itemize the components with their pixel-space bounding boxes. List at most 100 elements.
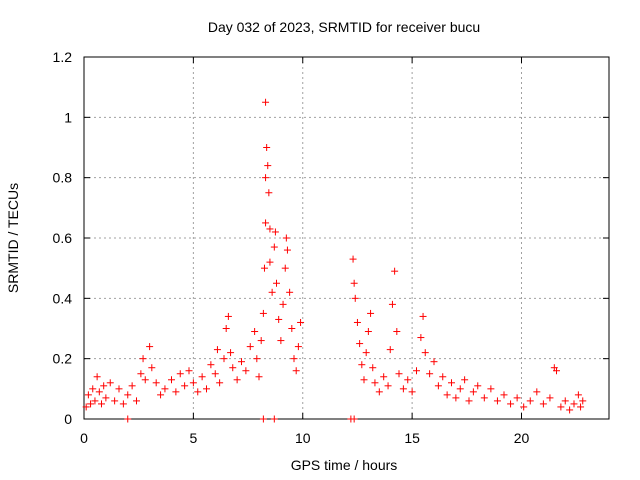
data-point bbox=[268, 288, 276, 296]
data-point bbox=[152, 379, 160, 387]
data-point bbox=[421, 349, 429, 357]
data-point bbox=[259, 309, 267, 317]
data-point bbox=[233, 376, 241, 384]
data-point bbox=[133, 397, 140, 405]
data-point bbox=[417, 334, 425, 342]
data-point bbox=[358, 361, 366, 369]
data-point bbox=[270, 415, 278, 423]
y-tick-label: 0.2 bbox=[53, 351, 73, 367]
data-point bbox=[124, 415, 132, 423]
data-point bbox=[253, 355, 261, 363]
x-axis-label: GPS time / hours bbox=[291, 457, 398, 473]
data-point bbox=[176, 370, 184, 378]
data-point bbox=[452, 394, 460, 402]
x-tick-label: 0 bbox=[80, 430, 88, 446]
data-point bbox=[493, 397, 501, 405]
data-point bbox=[349, 255, 357, 263]
data-point bbox=[242, 367, 250, 375]
data-point bbox=[265, 189, 273, 197]
data-point bbox=[520, 403, 528, 411]
data-point bbox=[456, 385, 464, 393]
data-point bbox=[281, 264, 289, 272]
data-point bbox=[443, 391, 451, 399]
data-point bbox=[557, 403, 565, 411]
data-point bbox=[533, 388, 541, 396]
data-point bbox=[539, 400, 547, 408]
data-point bbox=[288, 325, 296, 332]
axis-ticks: 0 0.2 0.4 0.6 0.8 1 1.2 0 5 10 15 20 bbox=[53, 49, 609, 446]
data-point bbox=[194, 388, 202, 396]
data-point bbox=[375, 388, 383, 396]
data-point bbox=[211, 370, 219, 378]
data-point bbox=[161, 385, 169, 393]
data-point bbox=[141, 376, 149, 384]
data-point bbox=[290, 355, 298, 363]
data-point bbox=[507, 400, 515, 408]
data-point bbox=[566, 406, 574, 414]
data-point bbox=[262, 219, 270, 227]
data-point bbox=[238, 358, 245, 366]
data-point bbox=[500, 391, 508, 399]
data-point bbox=[115, 385, 123, 393]
data-point bbox=[128, 382, 136, 390]
data-point bbox=[350, 279, 358, 287]
data-point bbox=[168, 376, 175, 384]
data-point bbox=[430, 358, 438, 366]
data-point bbox=[95, 388, 103, 396]
data-point bbox=[273, 279, 280, 287]
data-point bbox=[465, 397, 473, 405]
data-point bbox=[259, 415, 267, 423]
data-point bbox=[292, 367, 300, 375]
data-point bbox=[362, 349, 370, 357]
data-point bbox=[434, 382, 442, 390]
data-point bbox=[399, 385, 407, 393]
data-point bbox=[279, 300, 287, 308]
y-tick-label: 0.4 bbox=[53, 290, 73, 306]
data-point bbox=[275, 315, 283, 323]
data-point bbox=[384, 382, 392, 390]
data-point bbox=[222, 325, 230, 332]
data-point bbox=[224, 312, 232, 320]
data-point bbox=[137, 370, 145, 378]
data-point bbox=[371, 379, 379, 387]
data-point bbox=[426, 370, 434, 378]
data-point bbox=[386, 346, 394, 354]
data-point bbox=[439, 373, 447, 381]
data-point bbox=[270, 243, 278, 251]
data-point bbox=[264, 162, 272, 170]
data-point bbox=[84, 391, 92, 399]
data-point bbox=[220, 355, 228, 363]
data-point bbox=[207, 361, 215, 369]
data-point bbox=[271, 228, 279, 236]
data-point bbox=[526, 397, 534, 405]
y-tick-label: 0.8 bbox=[53, 170, 73, 186]
data-point bbox=[469, 388, 477, 396]
data-point bbox=[395, 370, 403, 378]
data-point bbox=[448, 379, 455, 387]
data-point bbox=[87, 400, 95, 408]
data-point bbox=[283, 246, 291, 254]
data-point bbox=[350, 415, 358, 423]
data-point bbox=[282, 234, 290, 242]
data-point bbox=[260, 264, 268, 272]
data-point bbox=[353, 318, 361, 326]
data-point bbox=[93, 373, 101, 381]
data-point bbox=[119, 400, 127, 408]
data-point bbox=[553, 367, 560, 375]
y-tick-label: 0.6 bbox=[53, 230, 73, 246]
x-tick-label: 15 bbox=[404, 430, 420, 446]
data-point bbox=[474, 382, 482, 390]
chart-title: Day 032 of 2023, SRMTID for receiver buc… bbox=[208, 19, 480, 35]
data-point bbox=[172, 388, 180, 396]
x-tick-label: 5 bbox=[189, 430, 197, 446]
data-point bbox=[561, 397, 569, 405]
data-point bbox=[262, 174, 270, 182]
data-point bbox=[216, 379, 224, 387]
data-point bbox=[100, 382, 108, 390]
y-tick-label: 1.2 bbox=[53, 49, 73, 65]
data-point bbox=[360, 376, 368, 384]
data-point bbox=[413, 367, 420, 375]
data-point bbox=[263, 144, 271, 151]
data-point bbox=[294, 343, 302, 351]
